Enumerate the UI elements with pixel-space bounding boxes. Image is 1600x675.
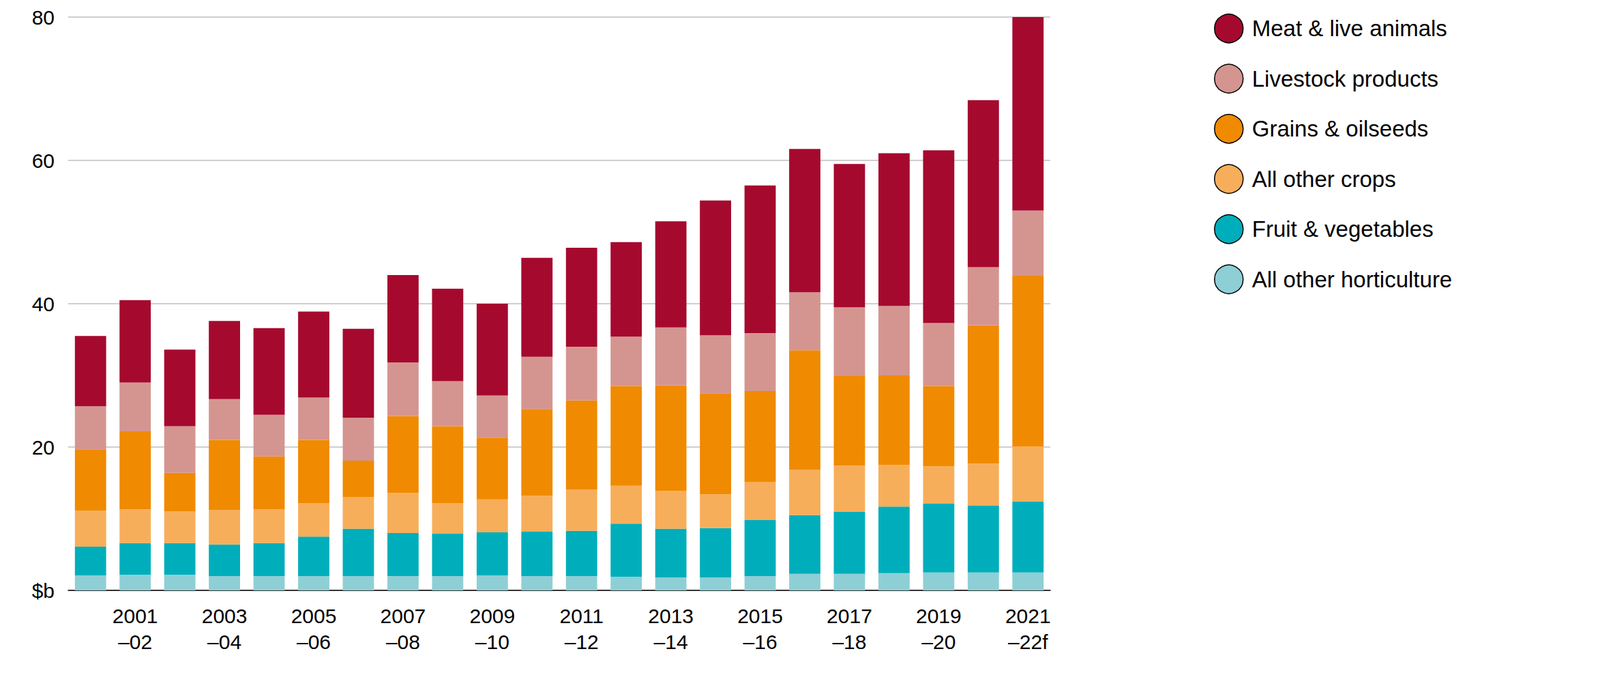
svg-text:20: 20 xyxy=(32,435,55,459)
svg-text:Meat & live animals: Meat & live animals xyxy=(1252,15,1448,41)
svg-text:2015: 2015 xyxy=(737,604,783,627)
svg-text:–22f: –22f xyxy=(1008,630,1049,653)
svg-text:2011: 2011 xyxy=(559,604,604,627)
svg-text:–12: –12 xyxy=(564,630,599,653)
svg-text:All other horticulture: All other horticulture xyxy=(1252,266,1453,292)
svg-text:2019: 2019 xyxy=(915,604,962,627)
svg-text:–16: –16 xyxy=(743,630,778,653)
svg-text:2005: 2005 xyxy=(291,604,337,627)
svg-text:Fruit & vegetables: Fruit & vegetables xyxy=(1252,216,1434,242)
svg-text:2009: 2009 xyxy=(469,604,515,627)
svg-text:–18: –18 xyxy=(832,630,867,653)
svg-text:2021: 2021 xyxy=(1005,604,1051,627)
svg-text:80: 80 xyxy=(32,6,55,29)
svg-text:–02: –02 xyxy=(117,630,153,653)
svg-text:40: 40 xyxy=(32,292,55,316)
svg-text:Livestock products: Livestock products xyxy=(1252,66,1439,92)
svg-text:–06: –06 xyxy=(296,630,331,653)
svg-text:Grains & oilseeds: Grains & oilseeds xyxy=(1252,115,1429,142)
svg-text:60: 60 xyxy=(32,149,55,172)
svg-text:All other crops: All other crops xyxy=(1252,166,1397,192)
svg-text:2013: 2013 xyxy=(647,604,694,627)
svg-text:2017: 2017 xyxy=(826,604,873,627)
svg-text:2001: 2001 xyxy=(112,604,159,627)
svg-text:$b: $b xyxy=(32,579,55,602)
svg-text:–20: –20 xyxy=(921,630,956,653)
svg-text:–04: –04 xyxy=(207,630,242,653)
svg-text:2003: 2003 xyxy=(201,604,248,627)
svg-text:–14: –14 xyxy=(654,630,689,653)
svg-text:–08: –08 xyxy=(386,630,421,653)
svg-text:–10: –10 xyxy=(475,630,510,653)
svg-text:2007: 2007 xyxy=(380,604,427,627)
